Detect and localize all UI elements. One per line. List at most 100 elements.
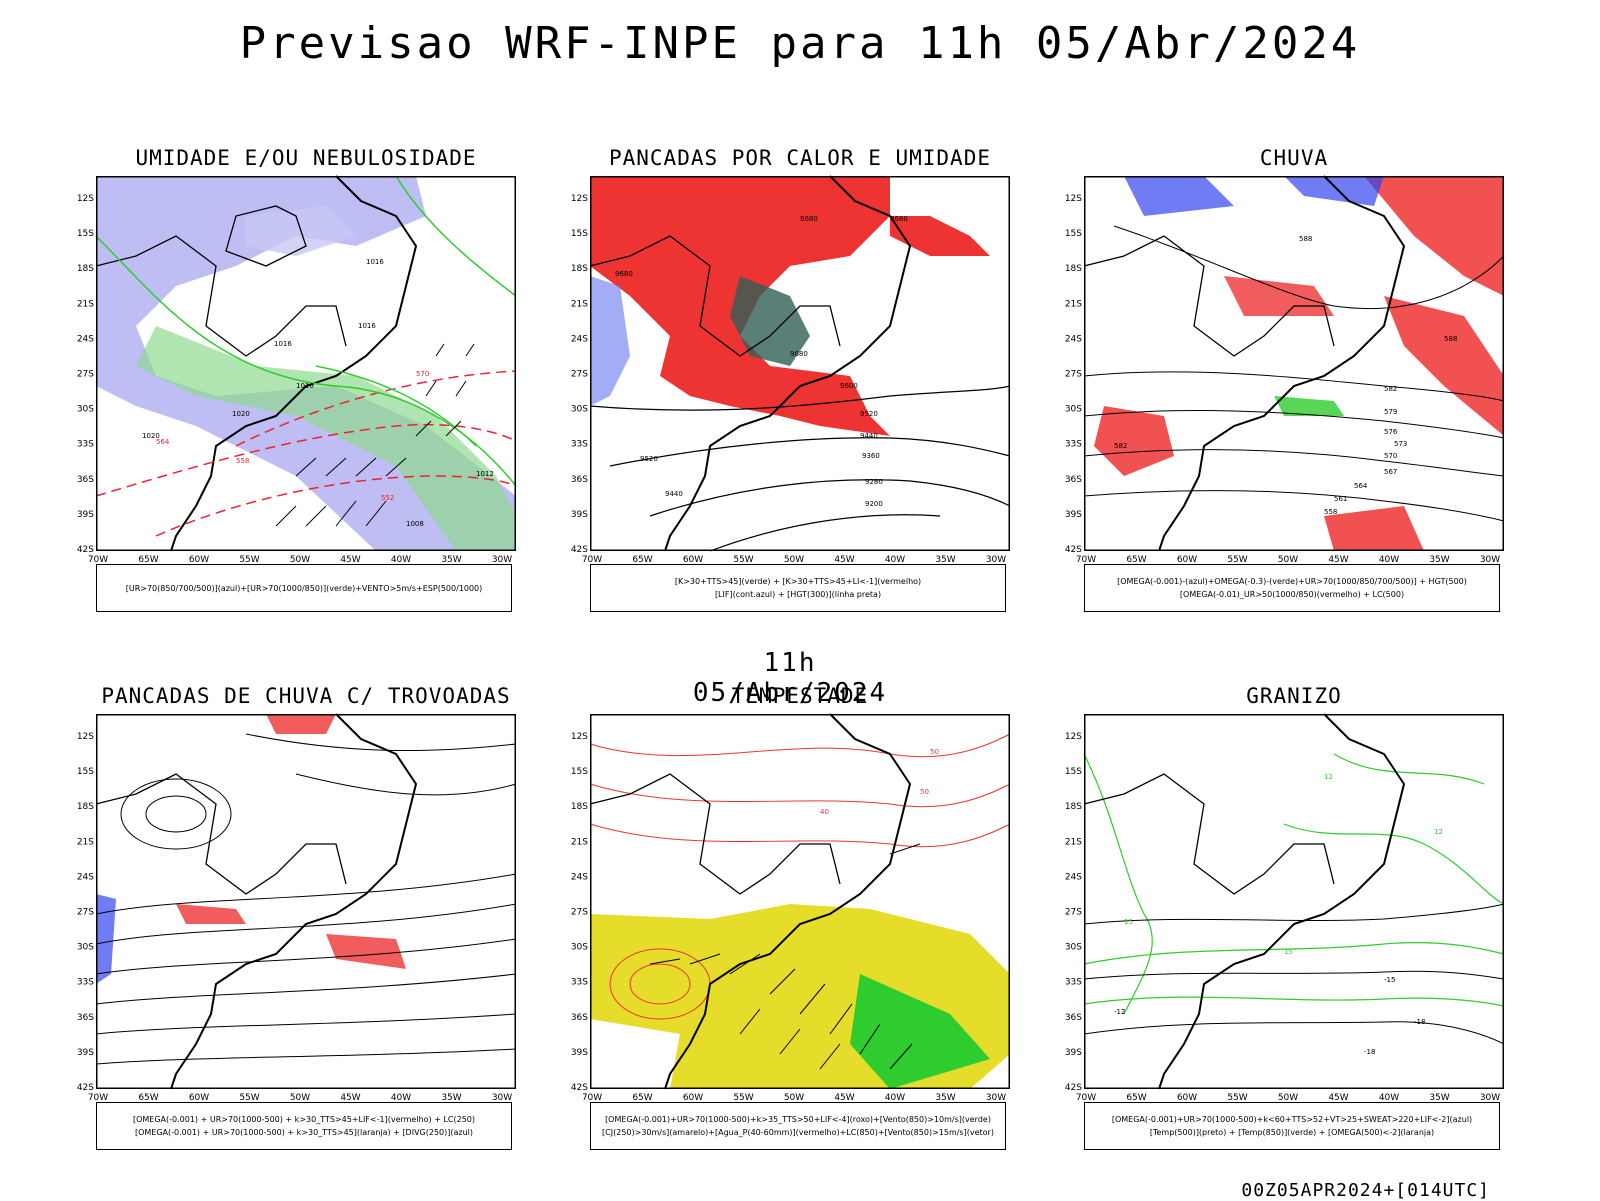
contour-label: 9280 bbox=[865, 478, 883, 486]
lon-tick-label: 40W bbox=[391, 1093, 411, 1103]
lat-tick-label: 27S bbox=[77, 370, 94, 380]
map-canvas: 588 588 582 582 579 576 573 570 567 564 … bbox=[1065, 175, 1505, 565]
panel-umidade: UMIDADE E/OU NEBULOSIDADE bbox=[77, 146, 536, 616]
legend-line: [OMEGA(-0.001) + UR>70(1000-500) + k>30_… bbox=[132, 1115, 476, 1124]
lat-tick-label: 36S bbox=[77, 1013, 94, 1023]
coastline bbox=[170, 713, 418, 1090]
contour-label: 1020 bbox=[232, 410, 250, 418]
lat-tick-label: 21S bbox=[1065, 299, 1082, 309]
contour-label: 9360 bbox=[862, 452, 880, 460]
lon-tick-label: 35W bbox=[1429, 1093, 1449, 1103]
lat-tick-label: 24S bbox=[571, 872, 588, 882]
contour-label: 12 bbox=[1434, 828, 1443, 836]
lon-tick-label: 60W bbox=[683, 1093, 703, 1103]
rain-red-shading bbox=[1094, 406, 1174, 476]
lat-tick-label: 42S bbox=[571, 1083, 588, 1093]
lat-tick-label: 39S bbox=[571, 1048, 588, 1058]
borders bbox=[1083, 773, 1335, 895]
wind-green-shading bbox=[850, 974, 990, 1089]
panel-legend: [OMEGA(-0.001)+UR>70(1000-500)+k>35_TTS>… bbox=[590, 1102, 1006, 1150]
panel-title: CHUVA bbox=[1259, 146, 1329, 170]
map-frame bbox=[590, 714, 1010, 1089]
legend-line: [CJ(250)>30m/s](amarelo)+[Agua_P(40-60mm… bbox=[602, 1128, 994, 1137]
lat-tick-label: 21S bbox=[77, 299, 94, 309]
lat-tick-label: 42S bbox=[1065, 1083, 1082, 1093]
lon-tick-label: 35W bbox=[935, 555, 955, 565]
lat-tick-label: 15S bbox=[1065, 229, 1082, 239]
contour-label: 12 bbox=[1324, 773, 1333, 781]
lat-tick-label: 24S bbox=[77, 872, 94, 882]
lat-tick-label: 36S bbox=[1065, 475, 1082, 485]
lon-tick-label: 35W bbox=[441, 1093, 461, 1103]
lon-tick-label: 45W bbox=[834, 1093, 854, 1103]
map-pancadas-calor: 9680 9680 9680 9680 9600 9520 9520 9440 … bbox=[571, 175, 1011, 565]
contour-label: 1008 bbox=[406, 520, 424, 528]
contour-label: 9680 bbox=[790, 350, 808, 358]
lat-tick-label: 21S bbox=[1065, 837, 1082, 847]
thunder-red-shading bbox=[266, 714, 336, 734]
contour-label: 570 bbox=[1384, 452, 1397, 460]
contour-label: 588 bbox=[1299, 235, 1312, 243]
contour-label: 1016 bbox=[296, 382, 314, 390]
contour-label: 561 bbox=[1334, 495, 1347, 503]
lat-tick-label: 30S bbox=[77, 405, 94, 415]
borders bbox=[225, 205, 307, 267]
contour-label: 15 bbox=[1284, 948, 1293, 956]
lon-tick-label: 65W bbox=[632, 1093, 652, 1103]
lifted-index-shading bbox=[590, 276, 630, 406]
lon-tick-label: 40W bbox=[1379, 1093, 1399, 1103]
borders bbox=[1083, 235, 1335, 357]
height-contour bbox=[709, 514, 941, 552]
lat-tick-label: 12S bbox=[1065, 732, 1082, 742]
lon-tick-label: 55W bbox=[1227, 555, 1247, 565]
contour-label: 570 bbox=[416, 370, 429, 378]
lon-tick-label: 45W bbox=[1328, 1093, 1348, 1103]
isobar bbox=[395, 175, 517, 297]
lat-tick-label: 36S bbox=[77, 475, 94, 485]
contour-label: 558 bbox=[236, 457, 249, 465]
lat-tick-label: 18S bbox=[1065, 802, 1082, 812]
panel-chuva: CHUVA 588 588 582 582 579 576 573 570 bbox=[1065, 146, 1524, 616]
run-timestamp: 00Z05APR2024+[014UTC] bbox=[1241, 1180, 1490, 1201]
lon-tick-label: 45W bbox=[1328, 555, 1348, 565]
coastline bbox=[1158, 175, 1406, 552]
legend-line: [OMEGA(-0.01)_UR>50(1000/850)(vermelho) … bbox=[1179, 590, 1405, 599]
lon-tick-label: 40W bbox=[391, 555, 411, 565]
lat-tick-label: 21S bbox=[77, 837, 94, 847]
coastline bbox=[664, 175, 912, 552]
map-frame bbox=[96, 176, 516, 551]
contour-label: 40 bbox=[820, 808, 829, 816]
contour-label: 558 bbox=[1324, 508, 1337, 516]
contour-label: -15 bbox=[1384, 976, 1395, 984]
panel-title: PANCADAS POR CALOR E UMIDADE bbox=[608, 146, 991, 170]
contour-label: 9600 bbox=[840, 382, 858, 390]
divergence-blue-shading bbox=[96, 894, 116, 984]
lon-tick-label: 40W bbox=[885, 1093, 905, 1103]
lat-tick-label: 33S bbox=[1065, 978, 1082, 988]
map-umidade: 1016 1016 1016 1016 1020 1020 1012 1008 … bbox=[77, 175, 517, 565]
height-contour bbox=[1083, 410, 1505, 439]
lat-tick-label: 15S bbox=[571, 767, 588, 777]
lat-tick-label: 18S bbox=[571, 264, 588, 274]
contour-label: 576 bbox=[1384, 428, 1398, 436]
rain-red-shading bbox=[1324, 506, 1424, 551]
contour-label: 573 bbox=[1394, 440, 1407, 448]
lat-tick-label: 42S bbox=[77, 1083, 94, 1093]
contour-label: 50 bbox=[920, 788, 929, 796]
contour-label: 564 bbox=[1354, 482, 1368, 490]
lon-tick-label: 65W bbox=[138, 555, 158, 565]
legend-line: [OMEGA(-0.001)+UR>70(1000-500)+k<60+TTS>… bbox=[1111, 1115, 1473, 1124]
lon-tick-label: 35W bbox=[441, 555, 461, 565]
contour-label: 1012 bbox=[476, 470, 494, 478]
map-chuva: 588 588 582 582 579 576 573 570 567 564 … bbox=[1065, 175, 1505, 565]
contour-label: 9520 bbox=[640, 455, 658, 463]
lon-tick-label: 50W bbox=[290, 1093, 310, 1103]
lon-tick-label: 55W bbox=[733, 1093, 753, 1103]
lon-tick-label: 50W bbox=[290, 555, 310, 565]
contour-label: 15 bbox=[1124, 918, 1133, 926]
lat-tick-label: 36S bbox=[571, 1013, 588, 1023]
lat-tick-label: 30S bbox=[77, 943, 94, 953]
coastline bbox=[170, 175, 418, 552]
lon-tick-label: 60W bbox=[1177, 1093, 1197, 1103]
